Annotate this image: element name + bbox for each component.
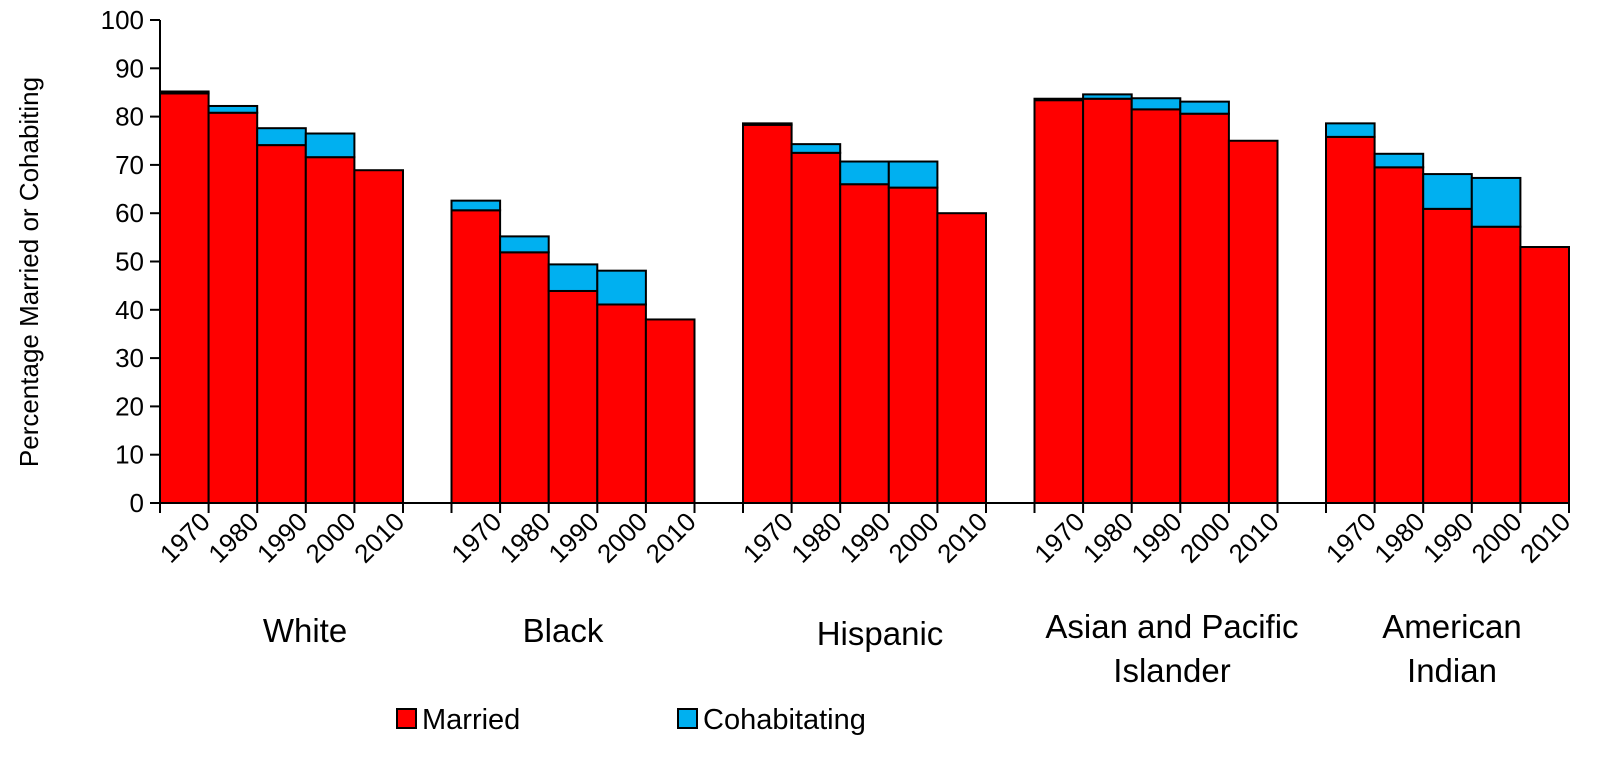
legend-label: Married <box>422 704 520 736</box>
y-tick-label: 0 <box>130 488 144 518</box>
x-tick-label: 2010 <box>348 506 410 568</box>
bar-cohabiting <box>790 143 842 154</box>
bar-married <box>1422 207 1473 504</box>
group-label: Indian <box>1407 652 1497 689</box>
bar-married <box>1325 135 1376 505</box>
legend-swatch <box>396 708 417 729</box>
bar-cohabiting <box>1082 93 1133 100</box>
group-label: White <box>263 612 347 649</box>
x-tick-label: 1990 <box>1417 506 1479 568</box>
bar-cohabiting <box>1470 176 1522 228</box>
group-label: Black <box>523 612 604 649</box>
bar-cohabiting <box>499 235 550 254</box>
bar-married <box>547 289 599 505</box>
x-tick-label: 1970 <box>154 506 216 568</box>
x-tick-label: 2000 <box>1174 506 1236 568</box>
bar-cohabiting <box>742 122 793 126</box>
bar-cohabiting <box>1033 97 1085 102</box>
y-tick-label: 80 <box>115 102 144 132</box>
y-tick-label: 40 <box>115 295 144 325</box>
y-tick-label: 10 <box>115 440 144 470</box>
y-axis: 0 10 20 30 40 50 60 70 80 90 100 <box>101 5 161 518</box>
bar-married <box>644 318 696 504</box>
y-tick-label: 50 <box>115 247 144 277</box>
bar-married <box>1033 99 1085 504</box>
x-tick-label: 1990 <box>834 506 896 568</box>
legend-label: Cohabitating <box>703 704 866 736</box>
bar-married <box>1179 112 1230 505</box>
bar-cohabiting <box>887 160 939 189</box>
bar-married <box>256 144 307 505</box>
x-tick-label: 1970 <box>445 506 507 568</box>
bar-cohabiting <box>596 269 647 306</box>
bar-cohabiting <box>304 132 356 159</box>
bar-cohabiting <box>547 263 599 292</box>
bar-married <box>1519 246 1571 504</box>
x-tick-label: 1990 <box>251 506 313 568</box>
x-tick-label: 2000 <box>1466 506 1528 568</box>
bar-married <box>596 303 647 504</box>
bar-married <box>790 151 842 504</box>
x-tick-label: 2000 <box>300 506 362 568</box>
x-tick-label: 1990 <box>542 506 604 568</box>
bar-cohabiting <box>1422 173 1473 210</box>
x-tick-label: 1980 <box>1368 506 1430 568</box>
x-tick-label: 2010 <box>931 506 993 568</box>
bar-married <box>1130 108 1182 504</box>
x-tick-label: 2000 <box>591 506 653 568</box>
bar-married <box>159 92 210 505</box>
y-tick-label: 100 <box>101 5 144 35</box>
bar-married <box>887 186 939 504</box>
legend-swatch <box>677 708 698 729</box>
bar-cohabiting <box>256 127 307 147</box>
x-tick-label: 1970 <box>737 506 799 568</box>
bar-married <box>304 156 356 504</box>
bar-cohabiting <box>1130 97 1182 111</box>
group-labels: White Black Hispanic Asian and Pacific Islan… <box>263 608 1522 689</box>
x-tick-label: 1980 <box>1077 506 1139 568</box>
bar-married <box>450 209 502 504</box>
x-tick-label: 2010 <box>1223 506 1285 568</box>
y-tick-label: 70 <box>115 150 144 180</box>
x-tick-label: 2010 <box>640 506 702 568</box>
group-label: Hispanic <box>817 615 944 652</box>
bar-cohabiting <box>1325 122 1376 138</box>
x-tick-label: 2010 <box>1514 506 1576 568</box>
bar-married <box>839 183 890 504</box>
bar-cohabiting <box>1373 152 1425 169</box>
x-tick-label: 1980 <box>785 506 847 568</box>
x-tick-label: 1980 <box>494 506 556 568</box>
x-tick-label: 1970 <box>1320 506 1382 568</box>
group-label: Islander <box>1113 652 1230 689</box>
y-tick-label: 20 <box>115 391 144 421</box>
bar-married <box>499 251 550 504</box>
y-tick-label: 90 <box>115 53 144 83</box>
bar-married <box>742 123 793 504</box>
bar-cohabiting <box>450 199 502 212</box>
bar-married <box>1227 139 1279 504</box>
bar-married <box>207 111 259 505</box>
x-tick-label: 1990 <box>1125 506 1187 568</box>
y-axis-title: Percentage Married or Cohabiting <box>14 77 44 467</box>
bar-married <box>1082 97 1133 504</box>
legend: Married Cohabitating <box>396 704 866 736</box>
y-tick-label: 30 <box>115 343 144 373</box>
bar-married <box>1373 166 1425 504</box>
x-tick-label: 2000 <box>883 506 945 568</box>
x-tick-label: 1980 <box>202 506 264 568</box>
bar-cohabiting <box>159 90 210 95</box>
bars <box>159 90 1571 505</box>
bar-married <box>353 169 404 504</box>
group-label: Asian and Pacific <box>1045 608 1298 645</box>
bar-married <box>1470 225 1522 504</box>
y-tick-label: 60 <box>115 198 144 228</box>
bar-married <box>936 212 988 504</box>
bar-cohabiting <box>1179 100 1230 115</box>
x-tick-label: 1970 <box>1028 506 1090 568</box>
group-label: American <box>1382 608 1521 645</box>
bar-cohabiting <box>839 160 890 186</box>
bar-cohabiting <box>207 104 259 114</box>
